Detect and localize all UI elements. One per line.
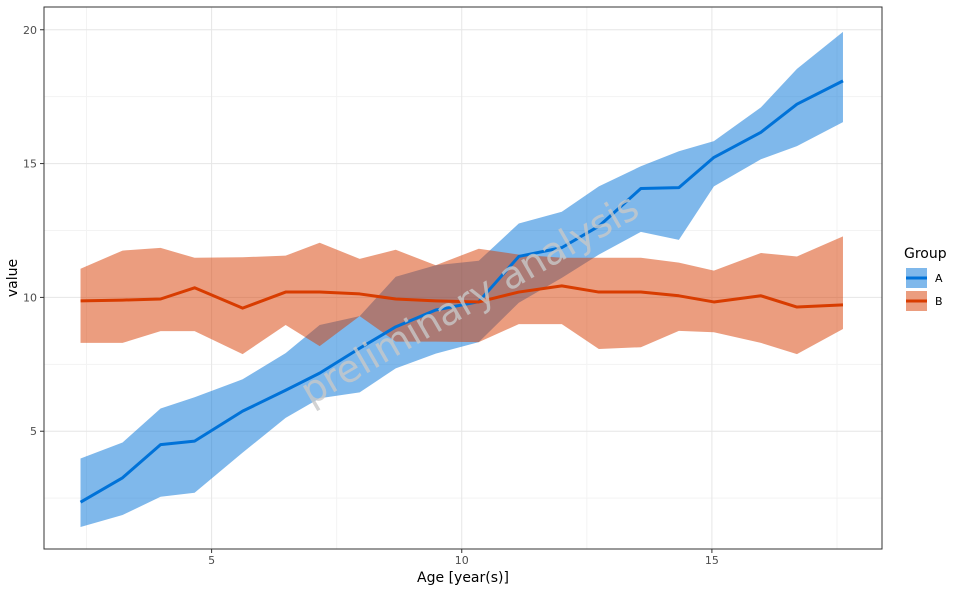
legend-label-B: B <box>935 295 943 308</box>
legend-title: Group <box>904 246 947 262</box>
y-tick-label: 20 <box>23 24 37 37</box>
x-tick-label: 5 <box>208 554 215 567</box>
y-axis-label: value <box>5 259 21 297</box>
x-tick-label: 15 <box>705 554 719 567</box>
y-tick-label: 15 <box>23 158 37 171</box>
y-tick-label: 10 <box>23 291 37 304</box>
x-axis-ticks: 5 10 15 <box>208 549 719 567</box>
legend-label-A: A <box>935 272 943 285</box>
legend: Group AB <box>904 246 947 311</box>
y-tick-label: 5 <box>30 425 37 438</box>
y-axis-ticks: 5 10 15 20 <box>23 24 44 438</box>
x-tick-label: 10 <box>455 554 469 567</box>
x-axis-label: Age [year(s)] <box>417 570 509 586</box>
